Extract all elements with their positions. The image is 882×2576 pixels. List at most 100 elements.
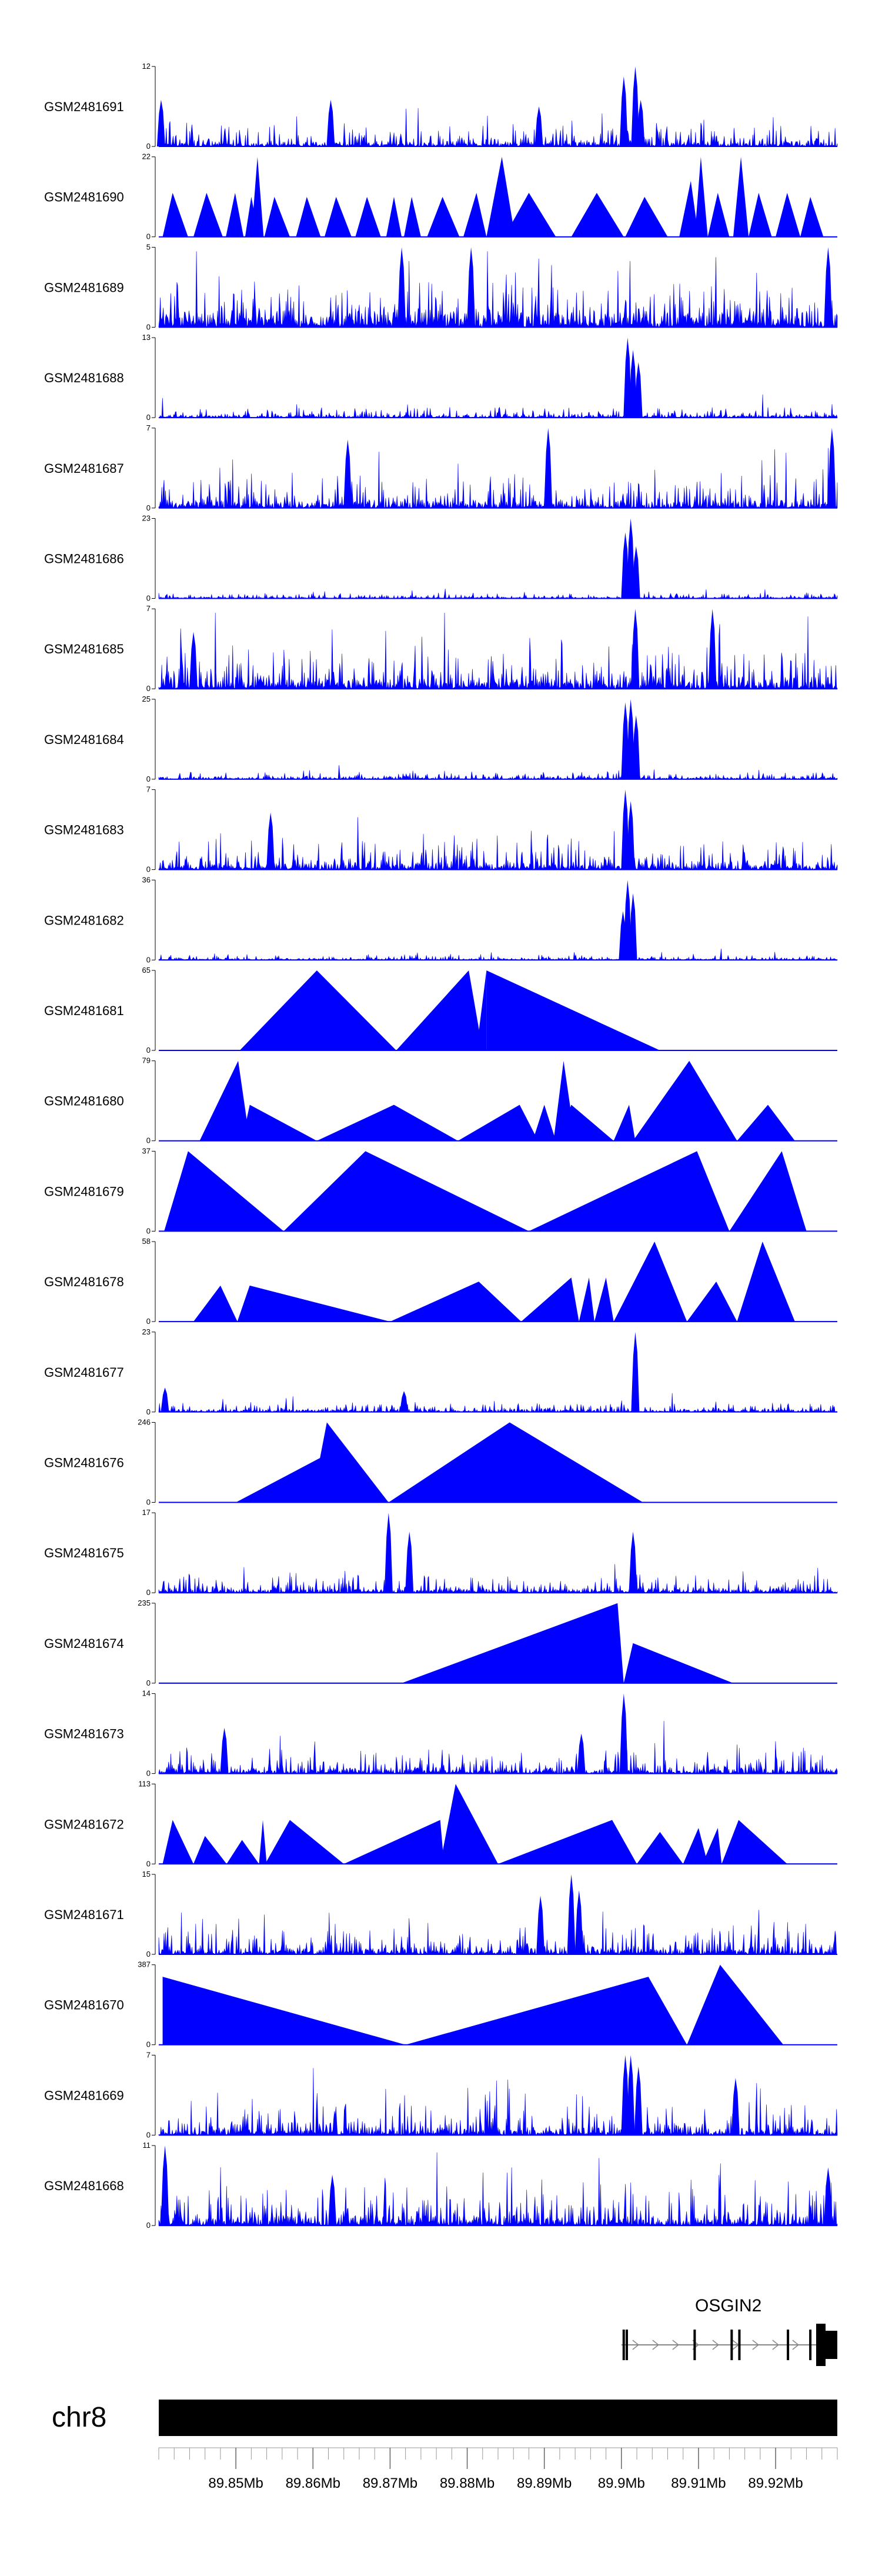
signal-segment bbox=[427, 196, 460, 237]
y-max-label: 246 bbox=[138, 1418, 151, 1427]
signal-area bbox=[158, 394, 838, 419]
x-tick-label: 89.87Mb bbox=[363, 2475, 417, 2491]
signal-segment bbox=[521, 1277, 579, 1322]
signal-area bbox=[158, 1910, 838, 1955]
signal-peak bbox=[629, 1531, 637, 1593]
signal-segment bbox=[386, 196, 402, 237]
track-label: GSM2481674 bbox=[44, 1636, 124, 1651]
signal-segment bbox=[498, 1820, 637, 1864]
y-zero-label: 0 bbox=[146, 503, 151, 512]
track-label: GSM2481685 bbox=[44, 642, 124, 656]
y-zero-label: 0 bbox=[146, 413, 151, 422]
track-label: GSM2481686 bbox=[44, 552, 124, 566]
x-tick-label: 89.91Mb bbox=[671, 2475, 726, 2491]
signal-segment bbox=[733, 156, 749, 237]
signal-segment bbox=[729, 1151, 807, 1232]
y-max-label: 12 bbox=[142, 62, 151, 71]
y-zero-label: 0 bbox=[146, 142, 151, 151]
track-label: GSM2481691 bbox=[44, 99, 124, 114]
y-zero-label: 0 bbox=[146, 2130, 151, 2139]
signal-segment bbox=[251, 156, 264, 237]
y-max-label: 235 bbox=[138, 1599, 151, 1607]
signal-segment bbox=[800, 196, 824, 237]
y-zero-label: 0 bbox=[146, 955, 151, 964]
gene-exon bbox=[809, 2330, 812, 2360]
strand-arrow bbox=[792, 2340, 800, 2350]
signal-segment bbox=[707, 192, 730, 237]
signal-peak bbox=[536, 1896, 545, 1954]
x-tick-label: 89.88Mb bbox=[440, 2475, 495, 2491]
track-label: GSM2481670 bbox=[44, 1998, 124, 2013]
signal-peak bbox=[634, 362, 643, 418]
y-max-label: 7 bbox=[146, 604, 151, 613]
signal-segment bbox=[404, 196, 421, 237]
signal-segment bbox=[504, 192, 556, 237]
track-label: GSM2481669 bbox=[44, 2088, 124, 2103]
gene-exon bbox=[730, 2330, 733, 2360]
signal-area bbox=[158, 612, 838, 690]
gene-utr-exon bbox=[826, 2331, 837, 2359]
y-max-label: 387 bbox=[138, 1960, 151, 1969]
track-label: GSM2481668 bbox=[44, 2178, 124, 2193]
signal-peak bbox=[161, 2145, 169, 2226]
track-label: GSM2481672 bbox=[44, 1817, 124, 1831]
track-GSM2481677: GSM2481677 23 0 bbox=[44, 1327, 838, 1416]
signal-segment bbox=[259, 1820, 267, 1864]
signal-segment bbox=[239, 970, 396, 1050]
signal-segment bbox=[162, 192, 188, 237]
gene-exon bbox=[622, 2330, 625, 2360]
track-label: GSM2481689 bbox=[44, 280, 124, 295]
y-max-label: 15 bbox=[142, 1870, 151, 1878]
strand-arrow bbox=[772, 2340, 780, 2350]
y-zero-label: 0 bbox=[146, 1588, 151, 1597]
y-max-label: 23 bbox=[142, 1327, 151, 1336]
signal-peak bbox=[824, 2167, 833, 2226]
signal-peak bbox=[343, 439, 352, 508]
signal-peak bbox=[824, 247, 833, 328]
signal-peak bbox=[619, 76, 628, 146]
signal-peak bbox=[619, 911, 627, 960]
signal-segment bbox=[405, 1977, 687, 2045]
track-label: GSM2481676 bbox=[44, 1456, 124, 1470]
signal-segment bbox=[613, 1242, 687, 1322]
signal-segment bbox=[687, 1964, 784, 2045]
track-GSM2481675: GSM2481675 17 0 bbox=[44, 1508, 838, 1597]
signal-segment bbox=[390, 1282, 522, 1322]
signal-segment bbox=[296, 196, 321, 237]
track-GSM2481688: GSM2481688 13 0 bbox=[44, 333, 838, 422]
signal-area bbox=[158, 251, 838, 328]
signal-peak bbox=[629, 350, 637, 418]
signal-peak bbox=[626, 801, 635, 870]
track-label: GSM2481687 bbox=[44, 461, 124, 476]
signal-segment bbox=[486, 156, 515, 237]
track-GSM2481670: GSM2481670 387 0 bbox=[44, 1960, 837, 2049]
signal-peak bbox=[623, 338, 632, 418]
gene-name: OSGIN2 bbox=[695, 2296, 761, 2315]
signal-segment bbox=[283, 1151, 529, 1232]
signal-segment bbox=[529, 1151, 730, 1232]
y-zero-label: 0 bbox=[146, 2040, 151, 2049]
signal-peak bbox=[567, 1874, 576, 1954]
signal-segment bbox=[749, 192, 772, 237]
signal-peak bbox=[189, 632, 198, 689]
signal-segment bbox=[355, 196, 381, 237]
y-max-label: 65 bbox=[142, 966, 151, 975]
signal-segment bbox=[687, 1282, 737, 1322]
track-label: GSM2481671 bbox=[44, 1907, 124, 1922]
signal-peak bbox=[577, 1733, 586, 1774]
signal-segment bbox=[226, 1840, 259, 1864]
signal-segment bbox=[264, 196, 290, 237]
gene-exon bbox=[738, 2330, 741, 2360]
signal-peak bbox=[634, 2066, 643, 2135]
signal-area bbox=[158, 108, 838, 147]
track-GSM2481687: GSM2481687 7 0 bbox=[44, 423, 838, 512]
signal-peak bbox=[626, 2055, 635, 2135]
y-zero-label: 0 bbox=[146, 1679, 151, 1687]
signal-peak bbox=[534, 106, 543, 146]
track-GSM2481684: GSM2481684 25 0 bbox=[44, 695, 838, 783]
signal-peak bbox=[629, 893, 637, 960]
y-max-label: 7 bbox=[146, 785, 151, 794]
x-tick-label: 89.86Mb bbox=[286, 2475, 340, 2491]
signal-peak bbox=[619, 1693, 628, 1774]
